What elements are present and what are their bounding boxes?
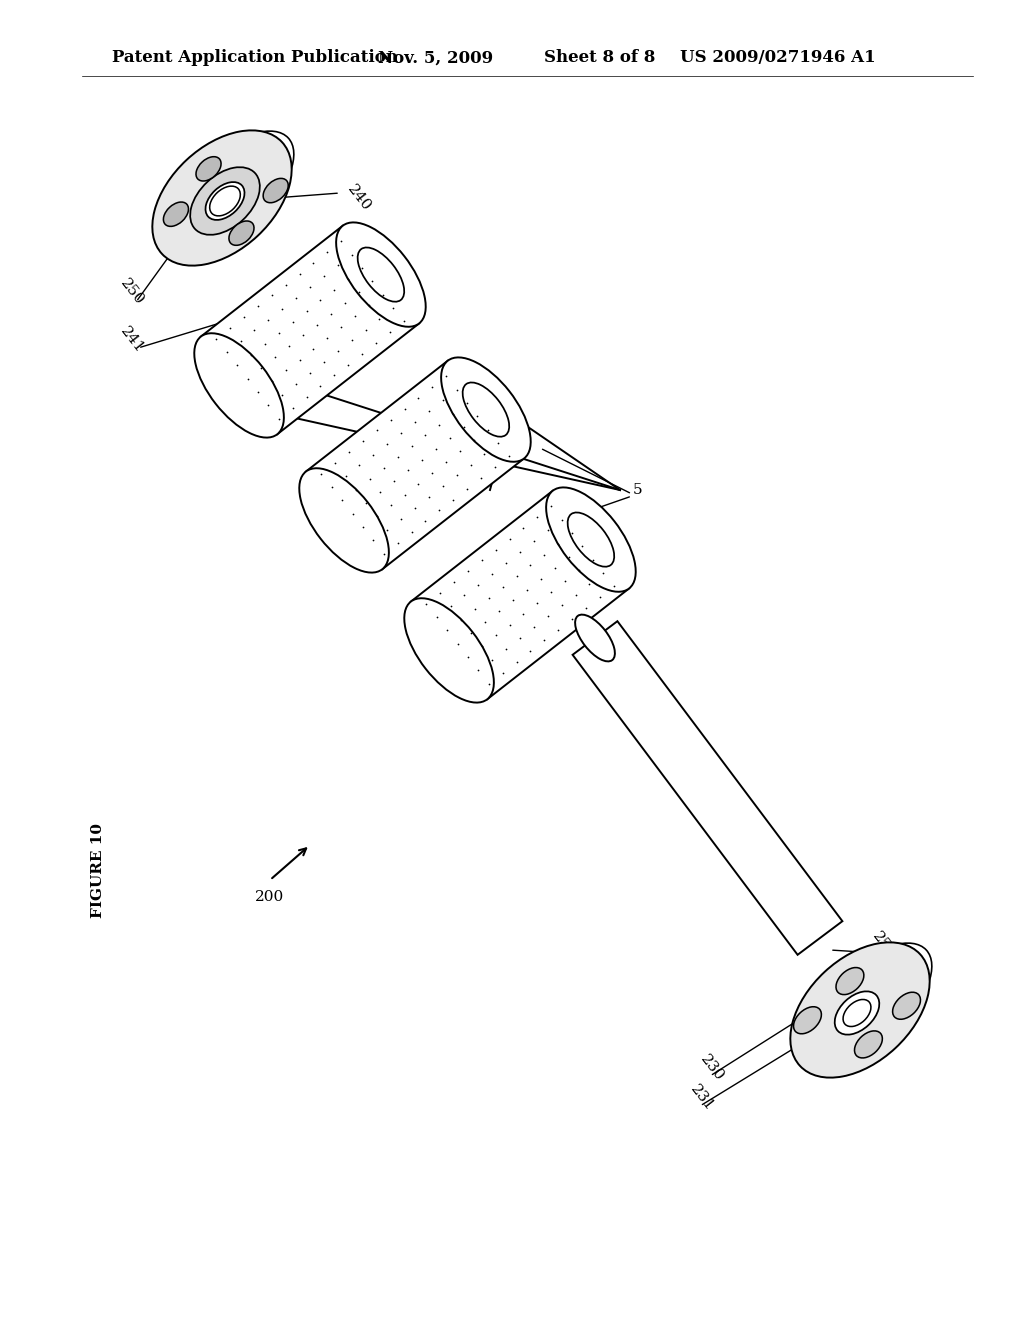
Ellipse shape <box>336 222 426 327</box>
Ellipse shape <box>195 333 284 438</box>
Text: 230: 230 <box>698 1052 727 1084</box>
Ellipse shape <box>164 202 188 227</box>
Text: 240: 240 <box>345 182 374 214</box>
Text: 250: 250 <box>870 929 899 961</box>
Polygon shape <box>306 360 524 569</box>
Ellipse shape <box>836 968 864 994</box>
Ellipse shape <box>357 247 404 302</box>
Text: Patent Application Publication: Patent Application Publication <box>112 49 398 66</box>
Ellipse shape <box>229 220 254 246</box>
Text: FIGURE 10: FIGURE 10 <box>91 822 105 917</box>
Ellipse shape <box>263 178 288 203</box>
Text: 210: 210 <box>710 774 739 805</box>
Text: 231: 231 <box>688 1082 717 1114</box>
Ellipse shape <box>463 383 509 437</box>
Text: 250: 250 <box>118 276 147 308</box>
Text: 5: 5 <box>633 483 643 498</box>
Polygon shape <box>572 622 843 954</box>
Ellipse shape <box>210 186 241 216</box>
Text: Sheet 8 of 8: Sheet 8 of 8 <box>544 49 655 66</box>
Ellipse shape <box>791 942 930 1077</box>
Ellipse shape <box>575 615 614 661</box>
Ellipse shape <box>893 993 921 1019</box>
Ellipse shape <box>854 1031 883 1057</box>
Ellipse shape <box>567 512 614 566</box>
Ellipse shape <box>190 168 260 235</box>
Text: US 2009/0271946 A1: US 2009/0271946 A1 <box>680 49 876 66</box>
Ellipse shape <box>794 1007 821 1034</box>
Ellipse shape <box>299 469 389 573</box>
Ellipse shape <box>206 182 245 220</box>
Text: 241: 241 <box>118 325 147 356</box>
Polygon shape <box>411 491 629 700</box>
Polygon shape <box>201 226 419 434</box>
Ellipse shape <box>829 995 868 1041</box>
Text: 200: 200 <box>255 890 285 904</box>
Ellipse shape <box>404 598 494 702</box>
Text: Nov. 5, 2009: Nov. 5, 2009 <box>378 49 494 66</box>
Ellipse shape <box>153 131 292 265</box>
Ellipse shape <box>843 999 871 1027</box>
Ellipse shape <box>835 991 880 1035</box>
Ellipse shape <box>441 358 530 462</box>
Ellipse shape <box>546 487 636 591</box>
Ellipse shape <box>196 157 221 181</box>
